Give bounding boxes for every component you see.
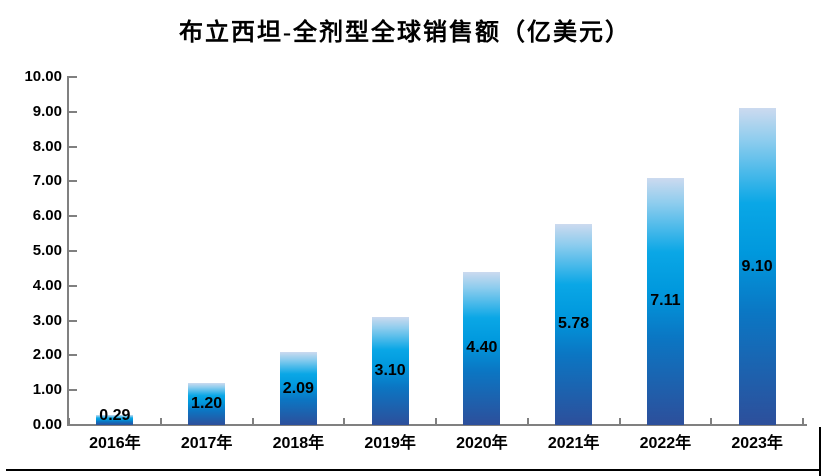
x-category-label: 2019年 (364, 435, 416, 452)
bar (555, 223, 593, 425)
y-axis-tick (69, 284, 77, 287)
x-axis-tick (435, 418, 437, 425)
bar (279, 352, 317, 425)
x-axis-tick (251, 418, 254, 425)
y-axis-tick (69, 145, 77, 148)
x-axis-tick (710, 418, 713, 425)
bar-value-label: 9.10 (741, 257, 773, 275)
y-axis-tick-label: 5.00 (32, 242, 62, 259)
right-border-line (819, 427, 821, 476)
y-axis-tick-label: 10.00 (24, 68, 62, 85)
bar-value-label: 7.11 (650, 292, 681, 310)
bar-value-label: 1.20 (191, 395, 223, 413)
x-axis-tick (159, 418, 162, 425)
x-axis-tick (343, 418, 346, 425)
bar (188, 383, 226, 425)
bar (738, 108, 776, 425)
x-category-label: 2023年 (731, 435, 783, 452)
y-axis-tick-label: 7.00 (32, 172, 62, 190)
x-axis-tick (618, 418, 621, 425)
y-axis-tick (69, 250, 77, 252)
x-axis-tick (802, 418, 804, 425)
bar (646, 177, 684, 425)
y-axis-tick (69, 424, 77, 426)
y-axis-tick (69, 76, 77, 78)
x-axis-tick (526, 418, 529, 425)
x-category-label: 2021年 (547, 435, 600, 452)
bar (463, 271, 501, 425)
x-category-label: 2018年 (272, 435, 325, 452)
bar-value-label: 5.78 (558, 315, 590, 333)
bar (371, 317, 409, 425)
y-axis-tick (69, 389, 77, 392)
chart-title: 布立西坦-全剂型全球销售额（亿美元） (179, 20, 631, 46)
x-category-label: 2017年 (180, 435, 233, 452)
y-axis-tick (69, 354, 77, 357)
bottom-border-line (6, 469, 821, 471)
y-axis-tick (69, 180, 77, 183)
y-axis-tick-label: 1.00 (32, 381, 62, 399)
y-axis-tick-label: 4.00 (32, 276, 62, 294)
y-axis-tick-label: 6.00 (32, 207, 62, 225)
bar-value-label: 4.40 (466, 339, 498, 357)
y-axis-tick (69, 319, 77, 322)
y-axis-tick-label: 0.00 (32, 416, 62, 433)
y-axis-tick-label: 8.00 (32, 137, 62, 155)
bar-value-label: 0.29 (99, 407, 131, 424)
x-category-label: 2016年 (89, 435, 141, 452)
x-category-label: 2022年 (639, 435, 692, 452)
bar-value-label: 2.09 (282, 379, 314, 397)
bar-value-label: 3.10 (374, 362, 406, 380)
x-axis-line (67, 424, 807, 426)
y-axis-line (67, 76, 69, 426)
x-category-label: 2020年 (456, 435, 508, 452)
x-axis-tick (68, 418, 70, 425)
y-axis-tick-label: 9.00 (32, 102, 62, 120)
y-axis-tick (69, 215, 77, 218)
bar (96, 414, 134, 425)
y-axis-tick (69, 110, 77, 113)
y-axis-tick-label: 2.00 (32, 346, 62, 364)
y-axis-tick-label: 3.00 (32, 311, 62, 329)
